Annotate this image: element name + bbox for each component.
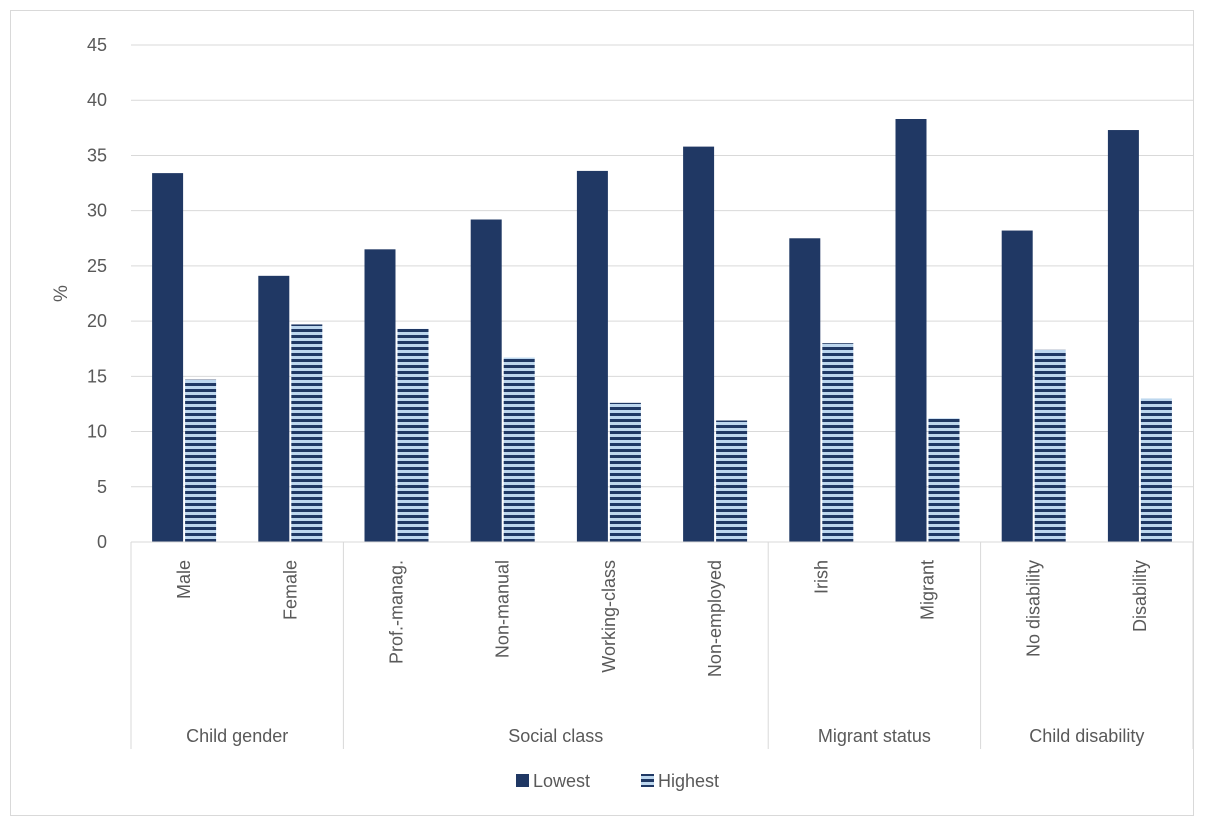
x-tick-label: Non-employed <box>705 560 725 677</box>
bar-chart: 0 5 10 15 20 25 30 35 40 45 Male Female Prof.-manag… <box>51 35 1194 791</box>
x-tick-label: Female <box>280 560 300 620</box>
y-tick-label: 10 <box>87 422 107 442</box>
legend-swatch-highest <box>641 774 654 787</box>
x-tick-label: Male <box>174 560 194 599</box>
y-tick-label: 45 <box>87 35 107 55</box>
bar-highest <box>1034 349 1066 542</box>
bar-highest <box>928 418 960 542</box>
bar-lowest <box>789 238 821 542</box>
legend: Lowest Highest <box>516 771 719 791</box>
x-tick-label: Working-class <box>599 560 619 673</box>
group-label: Migrant status <box>818 726 931 746</box>
x-tick-label: Migrant <box>918 560 938 620</box>
x-tick-label: Non-manual <box>493 560 513 658</box>
bar-lowest <box>364 249 396 543</box>
bar-highest <box>185 379 217 542</box>
bar-highest <box>822 343 854 542</box>
x-tick-label: Prof.-manag. <box>387 560 407 664</box>
bar-lowest <box>895 118 927 543</box>
bar-highest <box>503 357 535 542</box>
y-tick-label: 25 <box>87 256 107 276</box>
bar-lowest <box>683 146 715 542</box>
y-tick-label: 0 <box>97 532 107 552</box>
y-tick-label: 40 <box>87 90 107 110</box>
group-label: Child disability <box>1029 726 1144 746</box>
y-tick-label: 20 <box>87 311 107 331</box>
bar-highest <box>1140 398 1172 542</box>
legend-label-highest: Highest <box>658 771 719 791</box>
bar-lowest <box>152 173 184 543</box>
bar-lowest <box>258 275 290 542</box>
bar-highest <box>609 402 641 542</box>
y-tick-label: 30 <box>87 201 107 221</box>
gridlines <box>131 44 1193 543</box>
y-tick-label: 5 <box>97 477 107 497</box>
x-axis: Male Female Prof.-manag. Non-manual Working-… <box>130 541 1194 749</box>
legend-label-lowest: Lowest <box>533 771 590 791</box>
y-axis-label: % <box>51 285 72 302</box>
bar-lowest <box>1001 230 1033 542</box>
bar-highest <box>291 324 323 542</box>
chart-frame: 0 5 10 15 20 25 30 35 40 45 Male Female Prof.-manag… <box>10 10 1194 816</box>
bars <box>152 118 1172 543</box>
x-tick-label: Irish <box>811 560 831 594</box>
y-tick-label: 35 <box>87 145 107 165</box>
y-axis-ticks: 0 5 10 15 20 25 30 35 40 45 <box>87 35 107 552</box>
bar-highest <box>716 420 748 542</box>
bar-highest <box>397 328 429 542</box>
x-tick-label: Disability <box>1130 560 1150 632</box>
legend-swatch-lowest <box>516 774 529 787</box>
group-label: Social class <box>508 726 603 746</box>
bar-lowest <box>470 219 502 542</box>
group-label: Child gender <box>186 726 288 746</box>
bar-lowest <box>576 170 608 542</box>
x-tick-label: No disability <box>1024 560 1044 657</box>
y-tick-label: 15 <box>87 366 107 386</box>
bar-lowest <box>1107 130 1139 542</box>
